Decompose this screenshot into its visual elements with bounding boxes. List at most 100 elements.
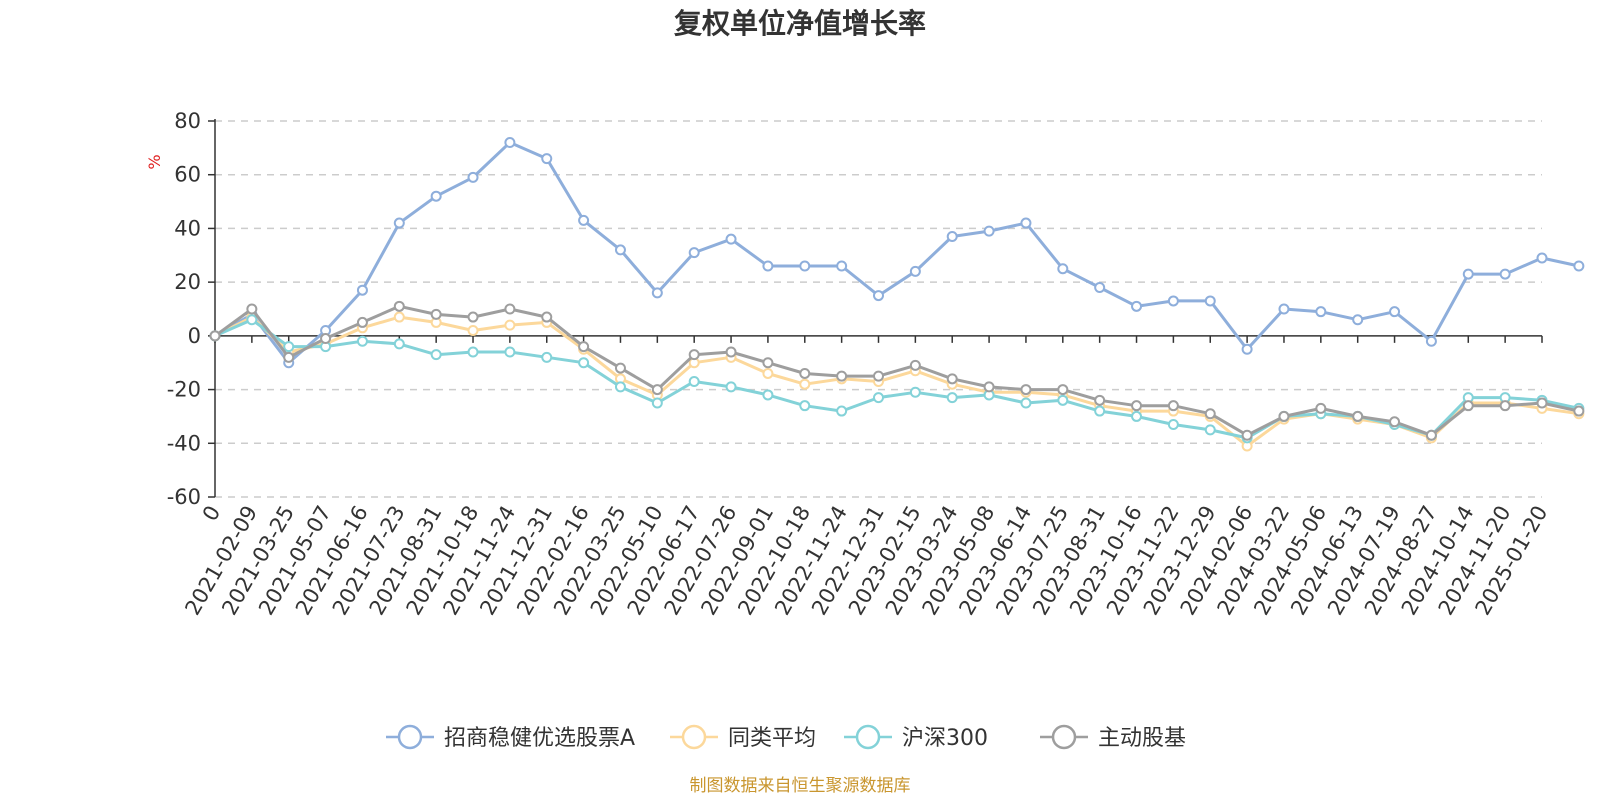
data-point [1241,429,1253,441]
legend-label: 主动股基 [1098,726,1186,751]
data-point [1462,268,1474,280]
data-point [1499,400,1511,412]
data-point [504,319,516,331]
data-point [688,247,700,259]
series-1 [209,311,1585,452]
legend-swatch-circle [1051,724,1077,750]
legend-label: 沪深300 [902,726,988,751]
data-point [393,338,405,350]
legend-label: 招商稳健优选股票A [444,726,635,751]
legend-item[interactable]: 主动股基 [1040,724,1186,751]
data-point [688,349,700,361]
data-point [541,351,553,363]
data-point [762,367,774,379]
data-point [1020,384,1032,396]
data-point [356,284,368,296]
data-point [1204,295,1216,307]
legend-label: 同类平均 [728,726,816,751]
data-point [725,346,737,358]
data-point [1573,405,1585,417]
data-point [1241,343,1253,355]
data-point [504,303,516,315]
data-point [1315,306,1327,318]
data-point [1462,400,1474,412]
legend-item[interactable]: 招商稳健优选股票A [386,724,635,751]
data-point [651,397,663,409]
data-point [946,373,958,385]
data-point [467,171,479,183]
data-point [725,381,737,393]
data-point [1278,303,1290,315]
series-line [213,304,1581,437]
data-point [1536,252,1548,264]
data-point [983,225,995,237]
data-point [799,260,811,272]
y-tick-label: -40 [167,431,201,455]
data-point [393,217,405,229]
data-point [1020,217,1032,229]
data-point [836,405,848,417]
legend-item[interactable]: 同类平均 [670,724,816,751]
data-point [578,214,590,226]
x-tick-label: 0 [198,502,225,526]
data-point [1167,400,1179,412]
series-line [213,141,1581,365]
series-0 [209,136,1585,369]
data-point [946,392,958,404]
data-point [467,346,479,358]
data-point [1573,260,1585,272]
data-point [1499,268,1511,280]
data-point [1057,263,1069,275]
y-axis-unit: % [145,154,164,169]
data-point [1536,397,1548,409]
data-point [430,349,442,361]
data-point [578,341,590,353]
data-point [1352,314,1364,326]
data-point [1315,402,1327,414]
data-point [799,367,811,379]
data-point [614,362,626,374]
y-tick-label: 40 [174,216,201,240]
data-point [1167,295,1179,307]
data-point [873,392,884,404]
data-point [762,389,774,401]
data-point [909,265,921,277]
data-point [762,357,774,369]
data-point [614,381,626,393]
data-point [504,136,516,148]
data-point [1094,394,1106,406]
data-point [578,357,590,369]
data-point [356,316,368,328]
data-point [836,370,848,382]
data-point [836,260,848,272]
series-lines [209,136,1585,452]
data-point [1131,410,1143,422]
data-point [1131,400,1143,412]
data-point [467,311,479,323]
data-point [393,300,405,312]
series-3 [209,300,1585,441]
data-point [762,260,774,272]
y-tick-label: 80 [174,109,201,133]
data-point [430,190,442,202]
data-point [504,346,516,358]
data-point [983,381,995,393]
data-point [356,335,368,347]
data-point [283,341,295,353]
data-point [1389,416,1401,428]
legend-swatch-circle [681,724,707,750]
legend-item[interactable]: 沪深300 [844,724,988,751]
legend[interactable]: 招商稳健优选股票A 同类平均 沪深300 主动股基 [386,724,1186,751]
data-point [541,153,553,165]
y-tick-label: -60 [167,485,201,509]
data-point [1425,429,1437,441]
data-point [430,308,442,320]
data-point [1204,408,1216,420]
data-point [909,359,921,371]
legend-swatch-circle [855,724,881,750]
data-point [320,333,332,345]
data-point [1094,282,1106,294]
data-point [1425,335,1437,347]
data-point [614,244,626,256]
